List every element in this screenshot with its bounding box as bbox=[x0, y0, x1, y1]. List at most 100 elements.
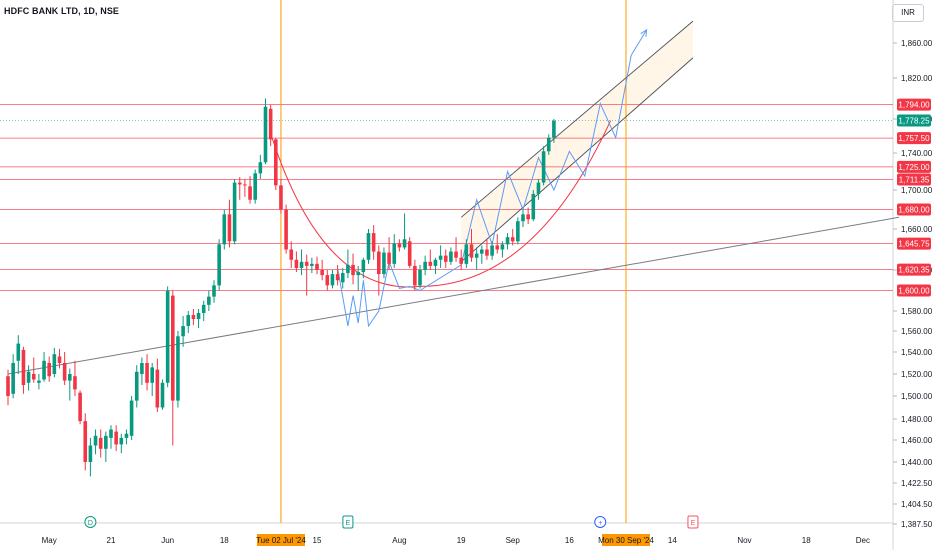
candle-body bbox=[469, 244, 474, 258]
candle bbox=[237, 177, 242, 200]
candle bbox=[402, 213, 407, 250]
candle bbox=[284, 204, 288, 254]
candle-body bbox=[505, 237, 510, 245]
candle bbox=[552, 119, 556, 143]
candle-body bbox=[500, 244, 505, 250]
candle-body bbox=[541, 151, 546, 183]
candle bbox=[232, 178, 237, 245]
level-tag-bg bbox=[897, 284, 931, 297]
candle-body bbox=[320, 270, 324, 276]
x-tick-label: Nov bbox=[737, 536, 751, 545]
candle-body bbox=[145, 363, 149, 383]
x-tick-label: 21 bbox=[107, 536, 116, 545]
y-tick-label: 1,860.00 bbox=[901, 39, 932, 48]
candle-body bbox=[480, 249, 484, 254]
level-tag: 1,757.50 bbox=[898, 134, 930, 143]
candle bbox=[26, 365, 31, 391]
candle-body bbox=[37, 380, 41, 383]
candle bbox=[377, 245, 381, 296]
level-tag-bg bbox=[897, 173, 931, 186]
y-tick-label: 1,480.00 bbox=[901, 415, 932, 424]
candle-body bbox=[268, 108, 273, 140]
projection-path bbox=[337, 29, 648, 328]
candle-body bbox=[68, 374, 72, 381]
candle bbox=[243, 178, 247, 197]
candle-body bbox=[31, 374, 36, 380]
candle-body bbox=[423, 261, 427, 270]
level-tag-bg bbox=[897, 237, 931, 250]
candle-body bbox=[243, 184, 247, 186]
candle-body bbox=[222, 214, 227, 245]
candle-body bbox=[536, 182, 541, 194]
candle bbox=[351, 253, 355, 285]
candle bbox=[541, 146, 546, 186]
candle-body bbox=[119, 437, 124, 445]
candle bbox=[397, 239, 402, 252]
candle bbox=[428, 249, 433, 270]
candle bbox=[392, 234, 397, 268]
level-tag: 1,600.00 bbox=[898, 287, 930, 296]
candle-body bbox=[26, 371, 31, 383]
candle bbox=[258, 154, 263, 179]
candle bbox=[433, 257, 438, 275]
candle-body bbox=[495, 245, 500, 250]
channel-lower-line bbox=[460, 57, 694, 263]
candle bbox=[495, 234, 500, 254]
candle-body bbox=[546, 137, 551, 152]
y-tick-label: 1,560.00 bbox=[901, 327, 932, 336]
candle bbox=[500, 241, 505, 258]
horizontal-levels-layer bbox=[0, 0, 893, 523]
candle-body bbox=[232, 182, 237, 242]
candle bbox=[217, 239, 221, 291]
candles-layer bbox=[6, 98, 556, 477]
time-axis-layer: May 21 Jun 18 15 Aug 19 Sep 16 14 Nov 18 Dec Tue 02 J… bbox=[42, 515, 870, 546]
candle bbox=[124, 429, 129, 445]
candle bbox=[186, 311, 191, 334]
candle-body bbox=[62, 363, 67, 381]
candle-body bbox=[366, 233, 371, 260]
x-tick-label: 15 bbox=[313, 536, 322, 545]
candle-body bbox=[279, 185, 283, 210]
date-marker-tag-bg bbox=[256, 534, 305, 546]
candle-body bbox=[73, 376, 77, 390]
candle bbox=[438, 245, 443, 268]
level-tag: 1,620.35 bbox=[898, 266, 930, 275]
candle bbox=[356, 265, 360, 291]
candle bbox=[155, 358, 160, 413]
candle bbox=[330, 270, 335, 289]
candle-body bbox=[160, 382, 165, 408]
candle-body bbox=[98, 437, 103, 449]
candle bbox=[196, 308, 201, 328]
candle-body bbox=[382, 252, 386, 275]
candle-body bbox=[490, 245, 494, 256]
y-tick-label: 1,700.00 bbox=[901, 186, 932, 195]
candle-body bbox=[140, 363, 144, 374]
support-trendline bbox=[7, 216, 900, 375]
candle-body bbox=[186, 315, 191, 326]
level-tag-bg bbox=[897, 132, 931, 145]
candle-body bbox=[325, 275, 330, 286]
candle bbox=[31, 357, 36, 383]
candle bbox=[413, 259, 417, 291]
candle-body bbox=[52, 354, 57, 374]
candle-body bbox=[510, 237, 515, 242]
candle bbox=[459, 249, 463, 270]
candle bbox=[371, 225, 376, 260]
candle-body bbox=[227, 214, 232, 242]
candle-body bbox=[176, 336, 180, 401]
candle bbox=[21, 346, 26, 394]
candle-body bbox=[371, 233, 376, 252]
candle bbox=[315, 256, 319, 275]
x-tick-label: 16 bbox=[565, 536, 574, 545]
candle-body bbox=[377, 251, 381, 275]
date-marker-tag-bg bbox=[602, 534, 650, 546]
candle-body bbox=[93, 435, 98, 446]
y-tick-label: 1,520.00 bbox=[901, 370, 932, 379]
candle bbox=[490, 241, 494, 260]
candle-body bbox=[402, 239, 407, 248]
x-tick-label: 14 bbox=[668, 536, 677, 545]
y-tick-label: 1,580.00 bbox=[901, 307, 932, 316]
candle bbox=[474, 247, 479, 270]
candle-body bbox=[387, 252, 391, 264]
